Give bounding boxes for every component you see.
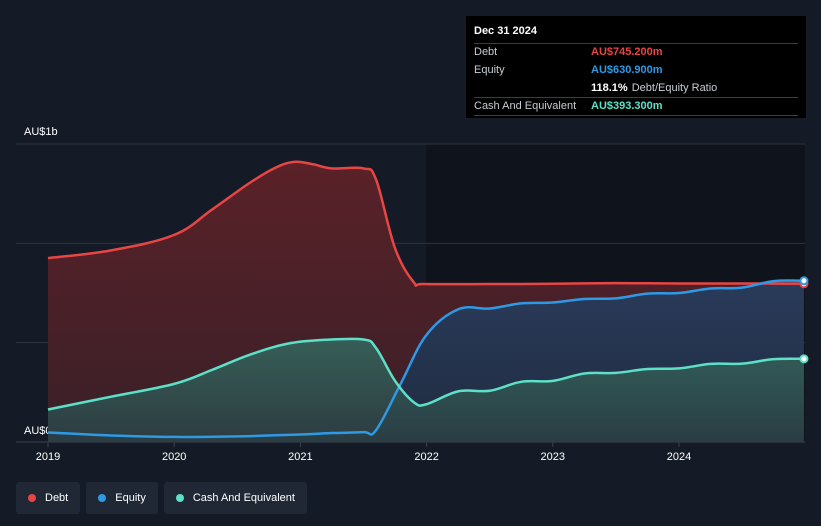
x-tick-label: 2024 bbox=[667, 451, 691, 463]
equity-dot-icon bbox=[98, 494, 107, 502]
legend-item-cash[interactable]: Cash And Equivalent bbox=[163, 482, 307, 514]
tooltip-row-cash: Cash And Equivalent AU$393.300m bbox=[474, 97, 798, 116]
legend-label: Equity bbox=[115, 492, 146, 504]
x-tick-label: 2020 bbox=[162, 451, 186, 463]
tooltip-label: Cash And Equivalent bbox=[474, 100, 577, 112]
tooltip-label bbox=[474, 80, 591, 97]
cash-dot-icon bbox=[175, 494, 184, 502]
x-tick-label: 2021 bbox=[288, 451, 312, 463]
tooltip-ratio-label: Debt/Equity Ratio bbox=[631, 82, 718, 94]
cash-endpoint bbox=[799, 354, 809, 364]
tooltip-value: AU$630.900m bbox=[591, 64, 663, 76]
tooltip-label: Equity bbox=[474, 64, 505, 76]
legend-item-equity[interactable]: Equity bbox=[86, 482, 158, 514]
y-axis-bottom-label: AU$0 bbox=[24, 425, 52, 437]
equity-endpoint bbox=[799, 276, 809, 286]
cash-area bbox=[48, 338, 804, 442]
legend-label: Debt bbox=[45, 492, 69, 504]
series-endpoints bbox=[799, 276, 809, 364]
tooltip-value: AU$393.300m bbox=[591, 100, 663, 112]
cash-line bbox=[47, 337, 804, 411]
debt-dot-icon bbox=[28, 494, 36, 502]
x-tick-label: 2023 bbox=[541, 451, 565, 463]
series-lines bbox=[47, 160, 804, 439]
legend-item-debt[interactable]: Debt bbox=[16, 482, 81, 514]
tooltip-row-equity: Equity AU$630.900m bbox=[474, 61, 798, 79]
tooltip-value: AU$745.200m bbox=[591, 46, 663, 58]
x-axis-ticks: 2019 2020 2021 2022 2023 2024 bbox=[36, 442, 691, 463]
legend: Debt Equity Cash And Equivalent bbox=[16, 482, 307, 514]
debt-line bbox=[47, 160, 804, 288]
y-axis-top-label: AU$1b bbox=[24, 126, 58, 138]
x-tick-label: 2022 bbox=[414, 451, 438, 463]
tooltip-row-debt: Debt AU$745.200m bbox=[474, 43, 798, 61]
tooltip-panel: Dec 31 2024 Debt AU$745.200m Equity AU$6… bbox=[466, 16, 806, 118]
tooltip-date: Dec 31 2024 bbox=[474, 25, 537, 37]
equity-line bbox=[47, 279, 804, 439]
tooltip-row-ratio: 118.1% Debt/Equity Ratio bbox=[474, 79, 798, 97]
tooltip-value: 118.1% bbox=[591, 82, 628, 94]
x-tick-label: 2019 bbox=[36, 451, 60, 463]
tooltip-label: Debt bbox=[474, 46, 498, 58]
legend-label: Cash And Equivalent bbox=[192, 492, 295, 504]
